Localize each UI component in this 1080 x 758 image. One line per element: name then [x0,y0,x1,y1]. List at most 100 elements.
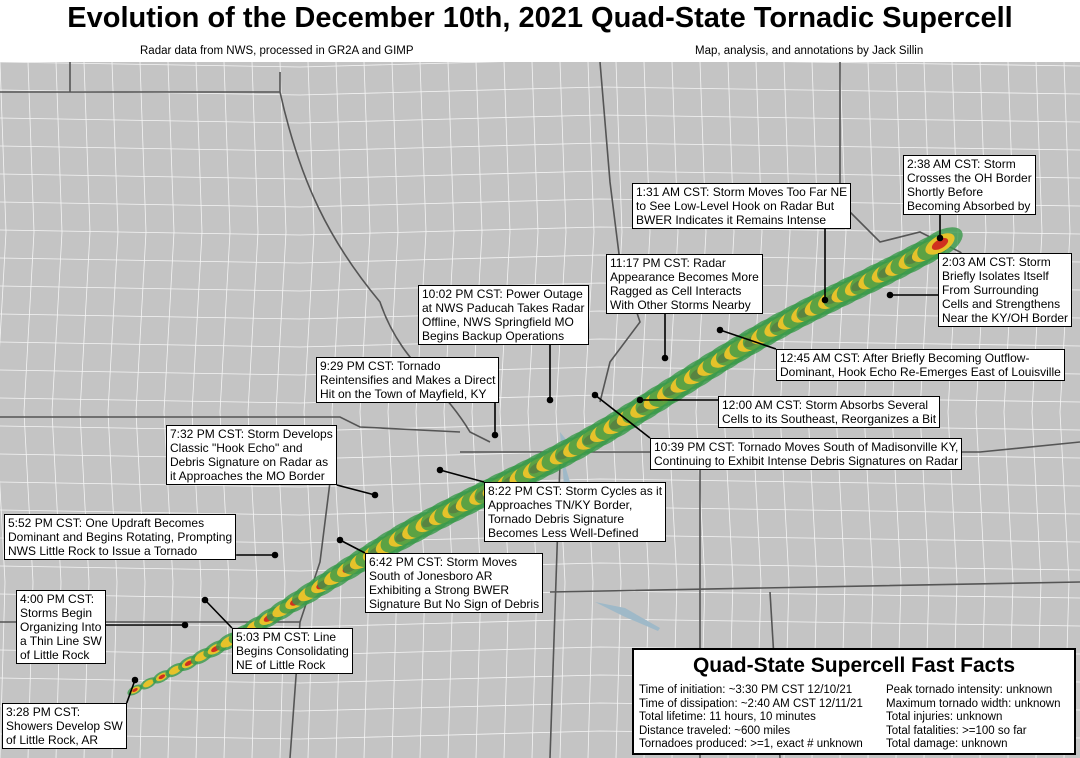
annotation-line: 3:28 PM CST: [6,705,81,719]
fact: Time of dissipation: ~2:40 AM CST 12/11/… [639,697,863,710]
annotation-line: Classic "Hook Echo" and [170,441,303,455]
annotation-line: Dominant and Begins Rotating, Prompting [8,530,233,544]
county-line [695,62,707,758]
echo [158,674,166,680]
fact: Peak tornado intensity: unknown [886,684,1053,696]
annotation-line: Begins Consolidating [236,644,349,658]
annotation-line: 12:45 AM CST: After Briefly Becoming Out… [780,351,1030,365]
annotation-line: Cells to its Southeast, Reorganizes a Bi… [722,412,937,426]
arrow-head [936,234,944,242]
annotation-line: Begins Backup Operations [422,329,565,343]
annotation-line: Approaches TN/KY Border, [488,498,633,512]
annotation-line: Storms Begin [20,606,93,620]
annotation-line: a Thin Line SW [20,634,102,648]
annotation-box: 7:32 PM CST: Storm Develops Classic "Hook… [166,425,337,485]
annotation-box: 3:28 PM CST: Showers Develop SW of Little … [2,703,127,749]
annotation-line: Exhibiting a Strong BWER [369,583,510,597]
echo [184,660,193,666]
annotation-line: Appearance Becomes More [610,270,759,284]
county-line [0,62,7,758]
annotation-line: Becoming Absorbed by [907,199,1031,213]
annotation-line: Reintensifies and Makes a Direct [320,373,496,387]
annotation-line: Near the KY/OH Border [942,311,1069,325]
county-line [667,62,679,758]
annotation-line: NWS Little Rock to Issue a Tornado [8,544,198,558]
arrow-head [491,431,499,439]
annotation-line: 7:32 PM CST: Storm Develops [170,427,333,441]
echo [132,688,138,692]
arrow [594,394,651,439]
arrow-head [886,291,894,299]
annotation-line: Organizing Into [20,620,102,634]
annotation-line: 10:39 PM CST: Tornado Moves South of Mad… [654,440,959,454]
annotation-box: 10:02 PM CST: Power Outage at NWS Paducah… [418,285,589,345]
echo [931,238,949,250]
county-line [1059,62,1071,758]
county-line [555,62,567,758]
annotation-box: 2:38 AM CST: Storm Crosses the OH Border S… [903,155,1036,215]
annotation-line: With Other Storms Nearby [610,298,751,312]
arrow [336,484,376,496]
arrow [125,679,136,704]
facts-right: Peak tornado intensity: unknown Maximum t… [886,684,1061,752]
annotation-line: Crosses the OH Border [907,171,1032,185]
annotation-line: of Little Rock, AR [6,733,99,747]
annotation-line: Showers Develop SW [6,719,123,733]
county-line [611,62,623,758]
annotation-line: Shortly Before [907,185,984,199]
arrow [439,469,485,483]
annotation-line: South of Jonesboro AR [369,569,493,583]
arrow-head [201,596,209,604]
arrow-head [131,676,139,684]
annotation-line: of Little Rock [20,648,90,662]
annotation-box: 11:17 PM CST: Radar Appearance Becomes Mo… [606,254,763,314]
fast-facts-title: Quad-State Supercell Fast Facts [692,654,1016,677]
arrow [719,329,777,350]
annotation-box: 12:00 AM CST: Storm Absorbs Several Cells… [718,396,941,428]
annotation-line: 5:52 PM CST: One Updraft Becomes [8,516,205,530]
echo [143,679,154,688]
county-line [0,226,1080,236]
county-line [583,62,595,758]
annotation-line: 4:00 PM CST: [20,592,95,606]
fast-facts: Quad-State Supercell Fast Facts Time of … [632,648,1076,755]
annotation-line: 9:29 PM CST: Tornado [320,359,441,373]
county-line [499,62,511,758]
arrow-head [821,296,829,304]
annotation-line: Hit on the Town of Mayfield, KY [320,387,487,401]
county-line [0,478,1080,488]
county-line [191,62,203,758]
annotation-line: Debris Signature on Radar as [170,455,329,469]
annotation-line: Tornado Debris Signature [488,512,625,526]
annotation-line: BWER Indicates it Remains Intense [636,213,827,227]
annotation-line: From Surrounding [942,283,1039,297]
annotation-box: 12:45 AM CST: After Briefly Becoming Out… [776,349,1065,381]
county-line [0,254,1080,264]
annotation-line: 5:03 PM CST: Line [236,630,337,644]
annotation-line: Offline, NWS Springfield MO [422,315,574,329]
fact: Total fatalities: >=100 so far [886,724,1027,737]
county-line [163,62,175,758]
annotation-box: 2:03 AM CST: Storm Briefly Isolates Itsel… [938,253,1073,327]
title: Evolution of the December 10th, 2021 Qua… [67,2,1013,34]
fact: Total lifetime: 11 hours, 10 minutes [639,711,816,723]
annotation-box: 5:03 PM CST: Line Begins Consolidating NE … [232,628,353,674]
fact: Maximum tornado width: unknown [886,697,1061,710]
credit: Radar data from NWS, processed in GR2A a… [140,45,414,57]
annotation-box: 10:39 PM CST: Tornado Moves South of Mad… [650,438,963,470]
annotation-line: Ragged as Cell Interacts [610,284,742,298]
arrow-head [436,466,444,474]
annotation-line: Dominant, Hook Echo Re-Emerges East of L… [780,365,1061,379]
fact: Time of initiation: ~3:30 PM CST 12/10/2… [639,684,853,696]
arrow [339,539,366,554]
annotation-line: Briefly Isolates Itself [942,269,1049,283]
annotation-line: 2:03 AM CST: Storm [942,255,1051,269]
annotation-line: 2:38 AM CST: Storm [907,157,1016,171]
credit: Map, analysis, and annotations by Jack S… [695,45,924,57]
county-line [107,62,119,758]
county-line [135,62,147,758]
annotation-line: 10:02 PM CST: Power Outage [422,287,583,301]
annotation-line: 6:42 PM CST: Storm Moves [369,555,518,569]
annotation-line: 8:22 PM CST: Storm Cycles as it [488,484,663,498]
